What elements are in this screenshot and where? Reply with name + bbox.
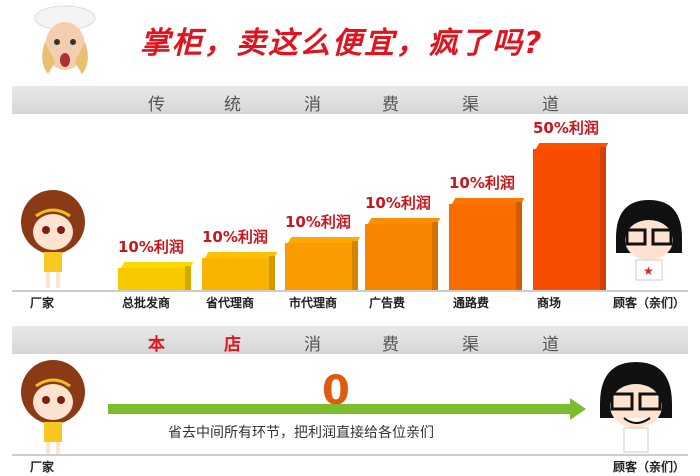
- header-char: 渠: [462, 335, 479, 355]
- profit-bar: [449, 198, 525, 292]
- profit-label: 10%利润: [118, 238, 184, 256]
- manufacturer-label: 厂家: [30, 460, 55, 474]
- profit-bar: [365, 218, 441, 292]
- stage-label: 市代理商: [289, 296, 338, 310]
- profit-label: 50%利润: [533, 119, 599, 137]
- manufacturer-girl-icon: [21, 360, 85, 456]
- header-char: 统: [224, 95, 241, 115]
- profit-label: 10%利润: [285, 213, 351, 231]
- header-char: 传: [148, 95, 165, 115]
- profit-bar: [533, 143, 609, 292]
- stage-label: 商场: [537, 296, 562, 310]
- stage-label: 省代理商: [206, 296, 255, 310]
- header-char: 道: [542, 95, 559, 115]
- stage-label: 广告费: [369, 296, 406, 310]
- header-char: 费: [382, 335, 399, 355]
- profit-label: 10%利润: [202, 228, 268, 246]
- header-char: 道: [542, 335, 559, 355]
- traditional-channel-header: 传 统 消 费 渠 道: [12, 86, 688, 115]
- svg-text:★: ★: [643, 264, 654, 278]
- crying-customer-icon: ★: [616, 200, 682, 281]
- surprised-woman-image: [34, 5, 96, 74]
- profit-bar: [285, 237, 361, 292]
- stage-label: 通路费: [453, 296, 490, 310]
- happy-customer-icon: [600, 362, 672, 453]
- profit-label: 10%利润: [365, 194, 431, 212]
- customer-label: 顾客（亲们）: [613, 296, 686, 310]
- manufacturer-label: 厂家: [30, 296, 55, 310]
- customer-label: 顾客（亲们）: [613, 460, 686, 474]
- baseline-divider: [12, 290, 688, 292]
- header-char: 店: [224, 335, 241, 355]
- header-char: 消: [304, 95, 321, 115]
- profit-bar: [118, 262, 194, 292]
- profit-bar: [202, 252, 278, 292]
- arrow-head-icon: [570, 398, 586, 420]
- direct-note: 省去中间所有环节，把利润直接给各位亲们: [168, 425, 434, 441]
- manufacturer-girl-icon: [21, 190, 85, 288]
- stage-label: 总批发商: [122, 296, 171, 310]
- header-char: 消: [304, 335, 321, 355]
- headline: 掌柜，卖这么便宜，疯了吗?: [140, 26, 544, 61]
- store-channel-header: 本 店 消 费 渠 道: [12, 326, 688, 355]
- header-char: 费: [382, 95, 399, 115]
- header-char: 渠: [462, 95, 479, 115]
- header-char: 本: [148, 335, 165, 355]
- profit-label: 10%利润: [449, 174, 515, 192]
- direct-arrow: [108, 404, 578, 414]
- baseline-divider: [12, 454, 688, 456]
